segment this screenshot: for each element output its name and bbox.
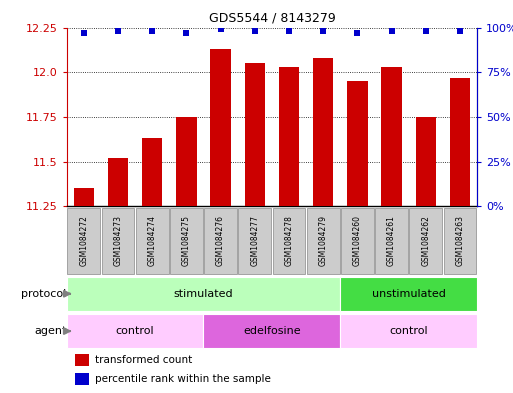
- Point: [216, 26, 225, 33]
- Bar: [245, 63, 265, 206]
- Text: GSM1084276: GSM1084276: [216, 215, 225, 266]
- Bar: [279, 67, 299, 206]
- Bar: [73, 189, 94, 206]
- Bar: [75, 373, 89, 385]
- Text: GSM1084275: GSM1084275: [182, 215, 191, 266]
- Bar: [75, 354, 89, 366]
- Text: GSM1084279: GSM1084279: [319, 215, 328, 266]
- Bar: [67, 314, 204, 348]
- Text: GSM1084278: GSM1084278: [285, 215, 293, 266]
- Bar: [142, 138, 163, 206]
- Bar: [204, 208, 237, 274]
- Text: control: control: [389, 326, 428, 336]
- Point: [148, 28, 156, 34]
- Text: control: control: [116, 326, 154, 336]
- Bar: [444, 208, 477, 274]
- Point: [353, 30, 362, 36]
- Bar: [210, 49, 231, 206]
- Bar: [204, 314, 340, 348]
- Point: [285, 28, 293, 34]
- Text: GSM1084263: GSM1084263: [456, 215, 464, 266]
- Bar: [176, 117, 196, 206]
- Bar: [375, 208, 408, 274]
- Bar: [450, 77, 470, 206]
- Point: [80, 30, 88, 36]
- Bar: [272, 208, 305, 274]
- Text: GSM1084272: GSM1084272: [80, 215, 88, 266]
- Point: [251, 28, 259, 34]
- Point: [387, 28, 396, 34]
- Point: [456, 28, 464, 34]
- Bar: [108, 158, 128, 206]
- Point: [319, 28, 327, 34]
- Text: GSM1084261: GSM1084261: [387, 215, 396, 266]
- Bar: [67, 277, 340, 310]
- Text: GSM1084273: GSM1084273: [113, 215, 123, 266]
- Bar: [340, 277, 477, 310]
- Bar: [347, 81, 368, 206]
- Text: protocol: protocol: [22, 289, 67, 299]
- Text: transformed count: transformed count: [95, 355, 193, 365]
- Point: [422, 28, 430, 34]
- Bar: [307, 208, 340, 274]
- Bar: [102, 208, 134, 274]
- Bar: [313, 58, 333, 206]
- Bar: [239, 208, 271, 274]
- Bar: [416, 117, 436, 206]
- Bar: [170, 208, 203, 274]
- Bar: [67, 208, 100, 274]
- Text: percentile rank within the sample: percentile rank within the sample: [95, 374, 271, 384]
- Text: stimulated: stimulated: [174, 289, 233, 299]
- Point: [182, 30, 190, 36]
- Text: GSM1084262: GSM1084262: [421, 215, 430, 266]
- Bar: [409, 208, 442, 274]
- Text: GSM1084274: GSM1084274: [148, 215, 156, 266]
- Bar: [340, 314, 477, 348]
- Point: [114, 28, 122, 34]
- Text: GSM1084277: GSM1084277: [250, 215, 259, 266]
- Bar: [136, 208, 169, 274]
- Bar: [381, 67, 402, 206]
- Text: edelfosine: edelfosine: [243, 326, 301, 336]
- Text: agent: agent: [34, 326, 67, 336]
- Text: unstimulated: unstimulated: [372, 289, 446, 299]
- Bar: [341, 208, 374, 274]
- Text: GSM1084260: GSM1084260: [353, 215, 362, 266]
- Title: GDS5544 / 8143279: GDS5544 / 8143279: [208, 12, 336, 25]
